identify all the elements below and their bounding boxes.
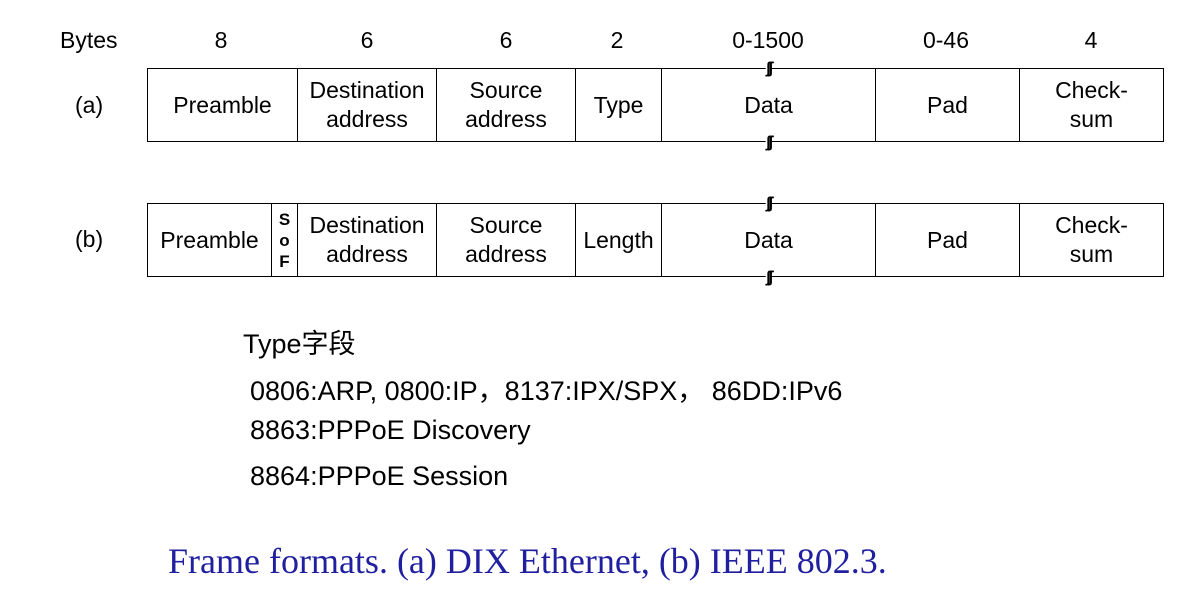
field-type: Type — [576, 69, 662, 141]
frame-b-label: (b) — [75, 226, 104, 252]
type-notes-line: 0806:ARP, 0800:IP，8137:IPX/SPX， 86DD:IPv… — [250, 376, 843, 406]
field-source-address: Source address — [437, 204, 576, 276]
size-destination: 6 — [360, 27, 374, 53]
field-data: Data — [662, 69, 876, 141]
type-notes-line: 8864:PPPoE Session — [250, 461, 509, 491]
size-type: 2 — [610, 27, 624, 53]
bytes-label: Bytes — [60, 27, 118, 53]
size-data: 0-1500 — [732, 27, 804, 53]
break-mark-icon: ʃʃ — [765, 195, 773, 212]
field-pad: Pad — [876, 204, 1020, 276]
type-notes-line: 8863:PPPoE Discovery — [250, 415, 531, 445]
size-checksum: 4 — [1084, 27, 1098, 53]
sof-letter: S — [278, 209, 291, 229]
break-mark-icon: ʃʃ — [765, 60, 773, 77]
field-preamble: Preamble — [148, 204, 272, 276]
frame-a: Preamble Destination address Source addr… — [147, 68, 1164, 142]
field-length: Length — [576, 204, 662, 276]
frame-a-label: (a) — [75, 92, 104, 118]
field-preamble: Preamble — [148, 69, 298, 141]
size-source: 6 — [499, 27, 513, 53]
field-pad: Pad — [876, 69, 1020, 141]
size-pad: 0-46 — [922, 27, 970, 53]
break-mark-icon: ʃʃ — [765, 269, 773, 286]
field-source-address: Source address — [437, 69, 576, 141]
field-data: Data — [662, 204, 876, 276]
field-checksum: Check- sum — [1055, 77, 1128, 132]
field-destination-address: Destination address — [298, 69, 437, 141]
figure-caption: Frame formats. (a) DIX Ethernet, (b) IEE… — [168, 541, 887, 581]
field-destination-address: Destination address — [298, 204, 437, 276]
sof-letter: F — [279, 251, 290, 271]
field-sof: S o F — [272, 204, 298, 276]
type-notes-heading: Type字段 — [243, 329, 356, 359]
frame-b: Preamble S o F Destination address Sourc… — [147, 203, 1164, 277]
sof-letter: o — [279, 230, 290, 250]
break-mark-icon: ʃʃ — [765, 134, 773, 151]
field-checksum: Check- sum — [1055, 212, 1128, 267]
size-preamble: 8 — [214, 27, 228, 53]
